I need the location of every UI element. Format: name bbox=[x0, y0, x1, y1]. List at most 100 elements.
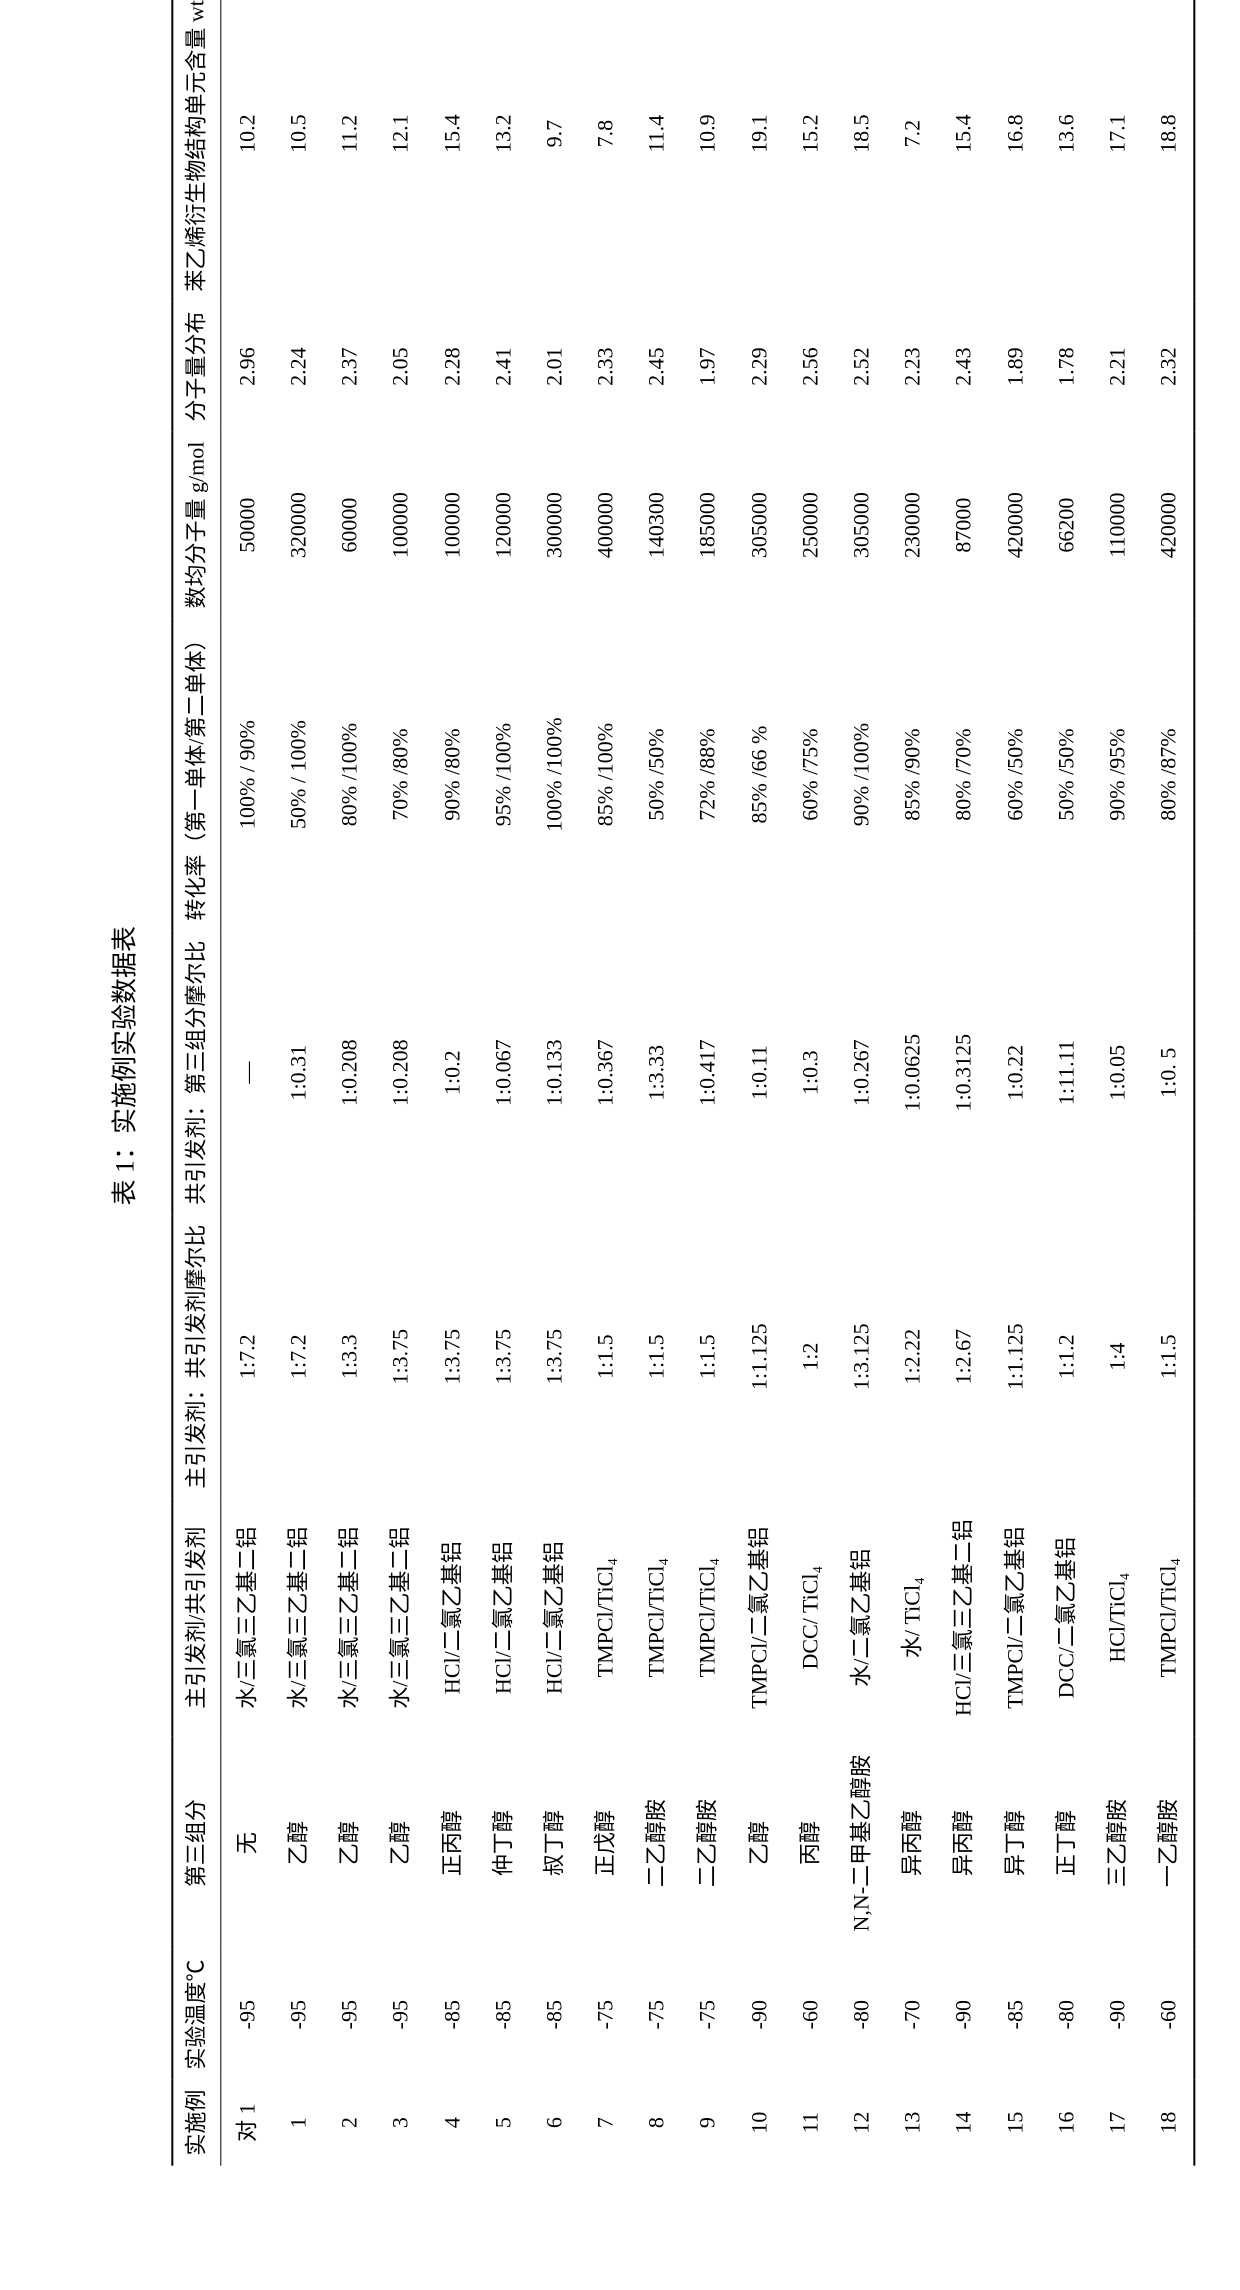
table-cell: 100% /100% bbox=[528, 619, 579, 931]
table-cell: 10 bbox=[733, 2080, 784, 2166]
table-cell: 140300 bbox=[631, 432, 682, 619]
table-cell: 2.52 bbox=[835, 302, 886, 432]
table-cell: -90 bbox=[938, 1950, 989, 2080]
table-cell: 1:0.267 bbox=[835, 931, 886, 1215]
table-cell: 叔丁醇 bbox=[528, 1737, 579, 1950]
table-cell: 16 bbox=[1040, 2080, 1091, 2166]
table-body: 对 1-95无水/三氯三乙基二铝1:7.2—100% / 90%500002.9… bbox=[221, 0, 1195, 2166]
table-title: 表 1：实施例实验数据表 bbox=[104, 0, 141, 2166]
header-third-component: 第三组分 bbox=[172, 1737, 220, 1950]
table-row: 15-85异丁醇TMPCl/二氯乙基铝1:1.1251:0.2260% /50%… bbox=[989, 0, 1040, 2166]
table-cell: 1:3.75 bbox=[426, 1215, 477, 1499]
table-cell: 2.23 bbox=[887, 302, 938, 432]
table-cell: 1:1.5 bbox=[631, 1215, 682, 1499]
table-cell: -85 bbox=[989, 1950, 1040, 2080]
table-cell: 1:0.2 bbox=[426, 931, 477, 1215]
table-cell: -75 bbox=[631, 1950, 682, 2080]
table-cell: 80% /87% bbox=[1142, 619, 1194, 931]
table-cell: 2 bbox=[323, 2080, 374, 2166]
table-cell: HCl/三氯三乙基二铝 bbox=[938, 1499, 989, 1737]
table-cell: 无 bbox=[221, 1737, 273, 1950]
table-cell: 1:0.11 bbox=[733, 931, 784, 1215]
table-cell: 11.2 bbox=[323, 0, 374, 302]
table-cell: 6 bbox=[528, 2080, 579, 2166]
table-cell: 80% /100% bbox=[323, 619, 374, 931]
table-cell: 1:0.067 bbox=[477, 931, 528, 1215]
table-row: 12-80N,N-二甲基乙醇胺水/二氯乙基铝1:3.1251:0.26790% … bbox=[835, 0, 886, 2166]
table-row: 7-75正戊醇TMPCl/TiCl₄1:1.51:0.36785% /100%4… bbox=[579, 0, 630, 2166]
table-row: 10-90乙醇TMPCl/二氯乙基铝1:1.1251:0.1185% /66 %… bbox=[733, 0, 784, 2166]
table-cell: 异丁醇 bbox=[989, 1737, 1040, 1950]
table-cell: 87000 bbox=[938, 432, 989, 619]
table-cell: 90% /95% bbox=[1091, 619, 1142, 931]
table-cell: -80 bbox=[1040, 1950, 1091, 2080]
table-cell: 18 bbox=[1142, 2080, 1194, 2166]
table-cell: 丙醇 bbox=[784, 1737, 835, 1950]
table-cell: 185000 bbox=[682, 432, 733, 619]
table-cell: 1:3.75 bbox=[477, 1215, 528, 1499]
table-cell: 7.2 bbox=[887, 0, 938, 302]
table-cell: 120000 bbox=[477, 432, 528, 619]
table-cell: 1.78 bbox=[1040, 302, 1091, 432]
table-cell: 2.28 bbox=[426, 302, 477, 432]
table-cell: -70 bbox=[887, 1950, 938, 2080]
table-cell: 320000 bbox=[272, 432, 323, 619]
table-cell: 5 bbox=[477, 2080, 528, 2166]
table-cell: 10.9 bbox=[682, 0, 733, 302]
table-cell: 1:0.208 bbox=[323, 931, 374, 1215]
table-cell: 11 bbox=[784, 2080, 835, 2166]
table-cell: 乙醇 bbox=[733, 1737, 784, 1950]
table-cell: 70% /80% bbox=[375, 619, 426, 931]
table-row: 5-85仲丁醇HCl/二氯乙基铝1:3.751:0.06795% /100%12… bbox=[477, 0, 528, 2166]
table-cell: 1:2.22 bbox=[887, 1215, 938, 1499]
table-cell: 1:0.417 bbox=[682, 931, 733, 1215]
table-cell: 正丙醇 bbox=[426, 1737, 477, 1950]
table-cell: 12 bbox=[835, 2080, 886, 2166]
table-cell: 1 bbox=[272, 2080, 323, 2166]
table-cell: 13.6 bbox=[1040, 0, 1091, 302]
table-cell: 4 bbox=[426, 2080, 477, 2166]
table-cell: 乙醇 bbox=[375, 1737, 426, 1950]
table-cell: 1:11.11 bbox=[1040, 931, 1091, 1215]
header-ratio2: 共引发剂：第三组分摩尔比 bbox=[172, 931, 220, 1215]
table-cell: TMPCl/二氯乙基铝 bbox=[989, 1499, 1040, 1737]
table-cell: 水/三氯三乙基二铝 bbox=[221, 1499, 273, 1737]
table-cell: 1.89 bbox=[989, 302, 1040, 432]
table-cell: 2.37 bbox=[323, 302, 374, 432]
header-content: 苯乙烯衍生物结构单元含量 wt/% bbox=[172, 0, 220, 302]
table-cell: TMPCl/TiCl₄ bbox=[579, 1499, 630, 1737]
header-molecular-weight: 数均分子量 g/mol bbox=[172, 432, 220, 619]
table-cell: 90% /100% bbox=[835, 619, 886, 931]
table-row: 3-95乙醇水/三氯三乙基二铝1:3.751:0.20870% /80%1000… bbox=[375, 0, 426, 2166]
table-cell: 2.96 bbox=[221, 302, 273, 432]
table-cell: 60% /50% bbox=[989, 619, 1040, 931]
table-cell: TMPCl/二氯乙基铝 bbox=[733, 1499, 784, 1737]
table-cell: 1:3.33 bbox=[631, 931, 682, 1215]
table-cell: 14 bbox=[938, 2080, 989, 2166]
table-cell: 正戊醇 bbox=[579, 1737, 630, 1950]
table-cell: 1.97 bbox=[682, 302, 733, 432]
header-experiment: 实施例 bbox=[172, 2080, 220, 2166]
header-distribution: 分子量分布 bbox=[172, 302, 220, 432]
table-cell: 10.5 bbox=[272, 0, 323, 302]
table-cell: DCC/二氯乙基铝 bbox=[1040, 1499, 1091, 1737]
table-cell: 2.01 bbox=[528, 302, 579, 432]
table-cell: 110000 bbox=[1091, 432, 1142, 619]
header-conversion: 转化率（第一单体/第二单体） bbox=[172, 619, 220, 931]
table-row: 9-75二乙醇胺TMPCl/TiCl₄1:1.51:0.41772% /88%1… bbox=[682, 0, 733, 2166]
table-cell: -60 bbox=[1142, 1950, 1194, 2080]
table-cell: 9.7 bbox=[528, 0, 579, 302]
table-cell: 2.21 bbox=[1091, 302, 1142, 432]
table-cell: 305000 bbox=[733, 432, 784, 619]
table-row: 1-95乙醇水/三氯三乙基二铝1:7.21:0.3150% / 100%3200… bbox=[272, 0, 323, 2166]
table-cell: -80 bbox=[835, 1950, 886, 2080]
table-cell: 250000 bbox=[784, 432, 835, 619]
table-row: 11-60丙醇DCC/ TiCl₄1:21:0.360% /75%2500002… bbox=[784, 0, 835, 2166]
table-cell: 7.8 bbox=[579, 0, 630, 302]
table-cell: 19.1 bbox=[733, 0, 784, 302]
table-cell: 三乙醇胺 bbox=[1091, 1737, 1142, 1950]
table-cell: 2.45 bbox=[631, 302, 682, 432]
table-cell: -85 bbox=[426, 1950, 477, 2080]
table-cell: 11.4 bbox=[631, 0, 682, 302]
table-cell: 水/二氯乙基铝 bbox=[835, 1499, 886, 1737]
